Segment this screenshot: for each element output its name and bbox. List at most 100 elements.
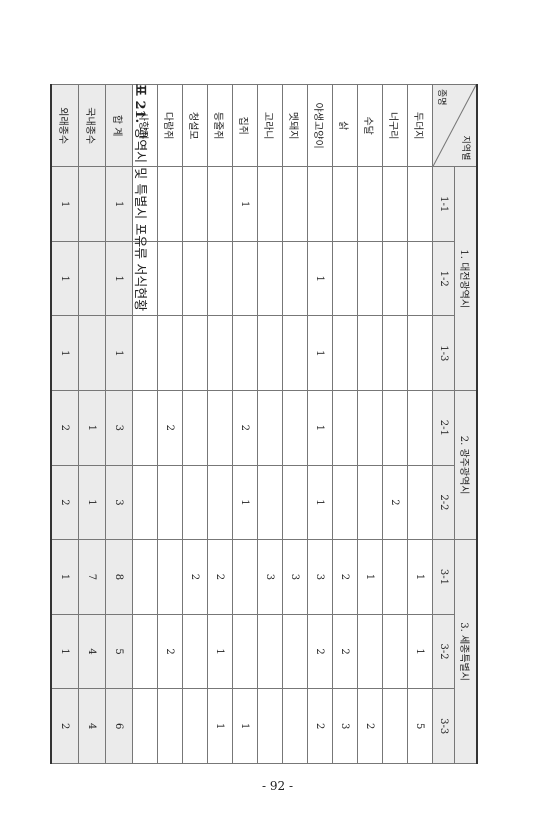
corner-species-label: 종명 xyxy=(436,89,446,106)
count-cell xyxy=(157,241,183,316)
count-cell xyxy=(382,390,408,466)
count-cell xyxy=(182,688,208,764)
table-body: 두더지 1 1 5 너구리 2 수달 1 2 삵 2 2 3 야생고양이 1 1 1 1 3 2 2 멧돼지 3 고라니 3 집쥐… xyxy=(51,84,433,764)
count-cell xyxy=(78,166,106,242)
count-cell xyxy=(332,315,358,391)
count-cell xyxy=(382,166,408,242)
count-cell xyxy=(207,390,233,466)
count-cell xyxy=(407,315,433,391)
count-cell: 1 xyxy=(407,614,433,689)
count-cell: 1 xyxy=(78,465,106,540)
count-cell xyxy=(257,241,283,316)
species-name-cell: 너구리 xyxy=(382,84,408,167)
count-cell: 1 xyxy=(51,614,79,689)
site-header: 2-1 xyxy=(432,390,455,466)
table-row: 너구리 2 xyxy=(382,84,408,764)
habitat-table: 지역별 종명 1. 대전광역시 2. 광주광역시 3. 세종특별시 1-1 1-… xyxy=(50,84,478,764)
count-cell xyxy=(332,390,358,466)
count-cell: 5 xyxy=(407,688,433,764)
species-name-cell: 국내종수 xyxy=(78,84,106,167)
count-cell: 1 xyxy=(51,166,79,242)
count-cell xyxy=(207,241,233,316)
count-cell xyxy=(207,315,233,391)
count-cell xyxy=(182,315,208,391)
group-header-daejeon: 1. 대전광역시 xyxy=(454,166,477,391)
count-cell xyxy=(282,166,308,242)
site-header: 1-1 xyxy=(432,166,455,242)
count-cell xyxy=(257,614,283,689)
count-cell: 1 xyxy=(307,465,333,540)
caption-label: 표 21. xyxy=(132,84,147,124)
count-cell xyxy=(157,465,183,540)
count-cell xyxy=(382,614,408,689)
count-cell xyxy=(257,390,283,466)
table-row: 야생고양이 1 1 1 1 3 2 2 xyxy=(307,84,333,764)
count-cell xyxy=(157,166,183,242)
species-name-cell: 수달 xyxy=(357,84,383,167)
count-cell xyxy=(382,241,408,316)
count-cell xyxy=(407,465,433,540)
count-cell: 1 xyxy=(407,539,433,615)
count-cell xyxy=(257,688,283,764)
caption-text: 광역시 및 특별시 포유류 서식현황 xyxy=(132,127,147,312)
count-cell xyxy=(357,166,383,242)
count-cell xyxy=(78,315,106,391)
site-header: 3-3 xyxy=(432,688,455,764)
count-cell: 1 xyxy=(51,241,79,316)
species-name-cell: 고라니 xyxy=(257,84,283,167)
site-header: 2-2 xyxy=(432,465,455,540)
group-header-gwangju: 2. 광주광역시 xyxy=(454,390,477,540)
count-cell xyxy=(382,315,408,391)
count-cell xyxy=(357,465,383,540)
count-cell xyxy=(332,465,358,540)
table-row: 두더지 1 1 5 xyxy=(407,84,433,764)
site-header: 3-1 xyxy=(432,539,455,615)
count-cell xyxy=(207,465,233,540)
count-cell: 2 xyxy=(51,390,79,466)
summary-row: 국내종수 1 1 7 4 4 xyxy=(78,84,106,764)
corner-diagonal xyxy=(433,85,476,167)
species-name-cell: 외래종수 xyxy=(51,84,79,167)
count-cell: 2 xyxy=(307,614,333,689)
count-cell xyxy=(407,241,433,316)
rotated-table-block: 지역별 종명 1. 대전광역시 2. 광주광역시 3. 세종특별시 1-1 1-… xyxy=(50,84,478,764)
species-name-cell: 다람쥐 xyxy=(157,84,183,167)
count-cell: 4 xyxy=(78,688,106,764)
count-cell xyxy=(232,315,258,391)
count-cell xyxy=(257,166,283,242)
table-row: 등줄쥐 2 1 1 xyxy=(207,84,233,764)
count-cell: 3 xyxy=(307,539,333,615)
site-header: 3-2 xyxy=(432,614,455,689)
count-cell: 1 xyxy=(307,390,333,466)
count-cell xyxy=(182,166,208,242)
corner-region-label: 지역별 xyxy=(460,135,470,161)
count-cell xyxy=(182,614,208,689)
count-cell xyxy=(357,390,383,466)
count-cell: 2 xyxy=(232,390,258,466)
species-name-cell: 집쥐 xyxy=(232,84,258,167)
table-row: 수달 1 2 xyxy=(357,84,383,764)
count-cell: 2 xyxy=(51,688,79,764)
count-cell xyxy=(157,315,183,391)
count-cell: 1 xyxy=(207,614,233,689)
count-cell: 1 xyxy=(78,390,106,466)
count-cell xyxy=(257,315,283,391)
count-cell: 3 xyxy=(282,539,308,615)
count-cell: 2 xyxy=(332,539,358,615)
table-row: 다람쥐 2 2 xyxy=(157,84,183,764)
count-cell xyxy=(257,465,283,540)
count-cell xyxy=(207,166,233,242)
table-row: 멧돼지 3 xyxy=(282,84,308,764)
count-cell: 4 xyxy=(78,614,106,689)
count-cell: 2 xyxy=(332,614,358,689)
count-cell xyxy=(232,539,258,615)
count-cell xyxy=(232,614,258,689)
count-cell: 1 xyxy=(357,539,383,615)
species-name-cell: 두더지 xyxy=(407,84,433,167)
count-cell: 3 xyxy=(332,688,358,764)
species-name-cell: 청설모 xyxy=(182,84,208,167)
count-cell xyxy=(232,241,258,316)
count-cell: 1 xyxy=(232,166,258,242)
